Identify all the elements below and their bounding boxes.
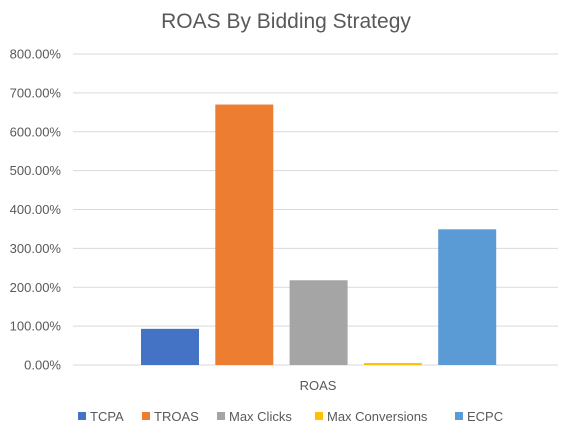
legend-item-tcpa: TCPA — [78, 409, 124, 424]
bar-troas — [215, 104, 274, 365]
legend-swatch — [142, 412, 150, 420]
x-category-label: ROAS — [300, 378, 337, 393]
x-axis-category-labels: ROAS — [300, 378, 337, 393]
legend-item-max-clicks: Max Clicks — [217, 409, 292, 424]
legend-swatch — [315, 412, 323, 420]
chart-title: ROAS By Bidding Strategy — [161, 10, 411, 33]
y-tick-label: 700.00% — [10, 85, 62, 100]
bar-max-clicks — [289, 280, 348, 365]
legend-label: TCPA — [90, 409, 124, 424]
y-tick-label: 300.00% — [10, 241, 62, 256]
legend-label: ECPC — [467, 409, 503, 424]
y-tick-label: 400.00% — [10, 202, 62, 217]
bar-tcpa — [141, 328, 199, 365]
y-tick-label: 500.00% — [10, 163, 62, 178]
legend-item-max-conversions: Max Conversions — [315, 409, 428, 424]
y-axis-tick-labels: 0.00% 100.00% 200.00% 300.00% 400.00% 500.00%… — [10, 47, 62, 373]
y-tick-label: 100.00% — [10, 319, 62, 334]
legend-swatch — [78, 412, 86, 420]
legend-label: Max Conversions — [327, 409, 428, 424]
bar-max-conversions — [363, 363, 422, 365]
legend-label: Max Clicks — [229, 409, 292, 424]
legend-swatch — [217, 412, 225, 420]
legend: TCPA TROAS Max Clicks Max Conversions ECPC — [78, 409, 503, 424]
bars — [141, 104, 497, 365]
bar-ecpc — [438, 229, 497, 365]
legend-item-troas: TROAS — [142, 409, 199, 424]
legend-label: TROAS — [154, 409, 199, 424]
y-tick-label: 200.00% — [10, 280, 62, 295]
legend-swatch — [455, 412, 463, 420]
gridlines — [73, 53, 558, 366]
y-tick-label: 600.00% — [10, 124, 62, 139]
legend-item-ecpc: ECPC — [455, 409, 503, 424]
y-tick-label: 800.00% — [10, 47, 62, 62]
y-tick-label: 0.00% — [24, 358, 61, 373]
